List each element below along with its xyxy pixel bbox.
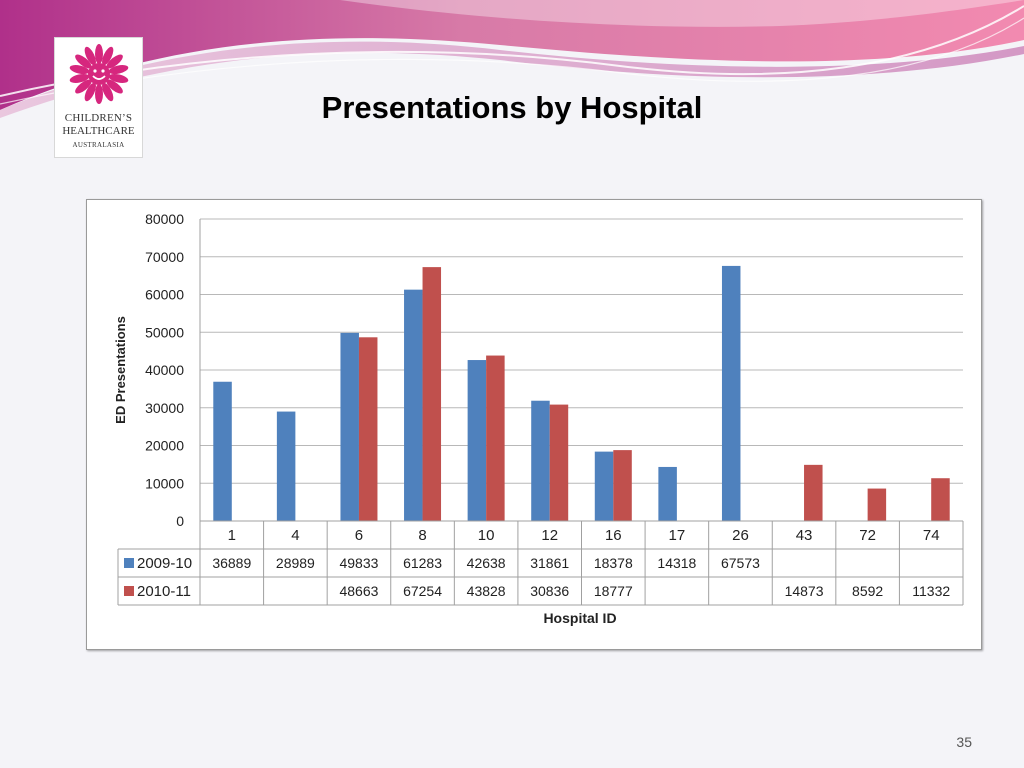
bar-chart: 0 10000 20000 30000 40000 50000 60000 70000 8000… [113,211,964,626]
bar-2009-10-12 [531,400,550,521]
logo-petal [106,79,123,94]
bar-2010-11-16 [613,450,632,521]
x-tick-label: 16 [605,527,622,544]
x-tick-label: 4 [291,527,299,544]
table-cell-value: 42638 [467,555,506,571]
y-tick-label: 0 [176,513,184,529]
x-tick-label: 74 [923,527,940,544]
x-tick-label: 12 [541,527,558,544]
bar-2009-10-26 [721,265,741,521]
logo-petal [108,73,129,83]
x-tick-label: 26 [732,527,749,544]
logo-petal [84,82,96,102]
y-tick-label: 20000 [145,438,184,454]
y-tick-label: 80000 [145,211,184,227]
x-tick-label: 1 [228,527,236,544]
x-tick-label: 8 [418,527,426,544]
bar-2009-10-4 [276,411,296,521]
bar-2010-11-8 [422,267,442,521]
table-cell-value: 67573 [721,555,760,571]
logo-petal [75,79,92,94]
y-tick-label: 70000 [145,249,184,265]
logo-petal [69,65,90,75]
logo-petal [102,82,114,102]
flower-logo-icon [69,44,129,104]
logo-text-line1: CHILDREN’S [64,112,133,124]
y-axis-ticks: 0 10000 20000 30000 40000 50000 60000 70000 8000… [145,211,184,529]
y-tick-label: 40000 [145,362,184,378]
table-cell-value: 49833 [339,555,378,571]
y-tick-label: 30000 [145,400,184,416]
logo-petal [95,84,103,104]
slide-title-text: Presentations by Hospital [321,90,703,125]
table-cell-value: 18378 [594,555,633,571]
table-cell-value: 67254 [403,583,442,599]
bar-2010-11-10 [486,355,505,521]
bar-2009-10-8 [404,289,423,521]
logo-petal [69,73,90,83]
logo-petal [95,44,103,64]
logo-petal [102,46,114,66]
logo-text-line2: HEALTHCARE [62,125,135,137]
x-tick-label: 72 [859,527,876,544]
table-cell-value: 8592 [852,583,883,599]
table-cell-value: 28989 [276,555,315,571]
x-tick-label: 43 [796,527,813,544]
bar-2010-11-74 [931,478,950,521]
bar-2010-11-72 [867,488,887,521]
bar-2010-11-43 [804,464,823,521]
table-cell-value: 14318 [657,555,696,571]
bar-2010-11-12 [549,404,569,521]
table-cell-value: 61283 [403,555,442,571]
y-tick-label: 60000 [145,287,184,303]
x-axis-label: Hospital ID [543,610,616,626]
table-cell-value: 30836 [530,583,569,599]
logo-petal [84,46,96,66]
y-tick-label: 10000 [145,475,184,491]
table-cell-value: 18777 [594,583,633,599]
legend-swatch-2010-11 [124,586,134,596]
table-cell-value: 36889 [212,555,251,571]
table-cell-value: 14873 [785,583,824,599]
y-tick-label: 50000 [145,324,184,340]
x-tick-label: 17 [669,527,686,544]
legend-label: 2010-11 [137,583,191,600]
x-tick-label: 6 [355,527,363,544]
table-cell-value: 31861 [530,555,569,571]
bars [213,265,950,521]
gridlines [199,218,963,522]
logo: CHILDREN’S HEALTHCARE AUSTRALASIA [54,37,143,158]
y-axis-label: ED Presentations [113,316,128,424]
page-number: 35 [956,734,972,750]
table-cell-value: 11332 [912,583,950,599]
logo-text-line3: AUSTRALASIA [72,141,125,149]
bar-2009-10-1 [213,381,232,521]
bar-2009-10-6 [340,332,359,521]
x-tick-label: 10 [478,527,495,544]
logo-petal [75,54,92,69]
legend-swatch-2009-10 [124,558,134,568]
table-cell-value: 43828 [467,583,506,599]
table-cell-value: 48663 [339,583,378,599]
logo-petal [106,54,123,69]
bar-2010-11-6 [358,337,378,521]
bar-2009-10-17 [658,466,677,521]
logo-petal [108,65,129,75]
data-table: 1 4 6 8 10 12 16 17 26 43 72 74 2009-10 36889 28989 498… [117,520,964,606]
header-swoosh [0,0,1024,118]
slide-title: Presentations by Hospital [0,90,1024,126]
legend-label: 2009-10 [137,555,192,572]
chart-frame: 0 10000 20000 30000 40000 50000 60000 70000 8000… [86,199,982,650]
bar-2009-10-16 [594,451,614,521]
bar-2009-10-10 [467,360,487,521]
